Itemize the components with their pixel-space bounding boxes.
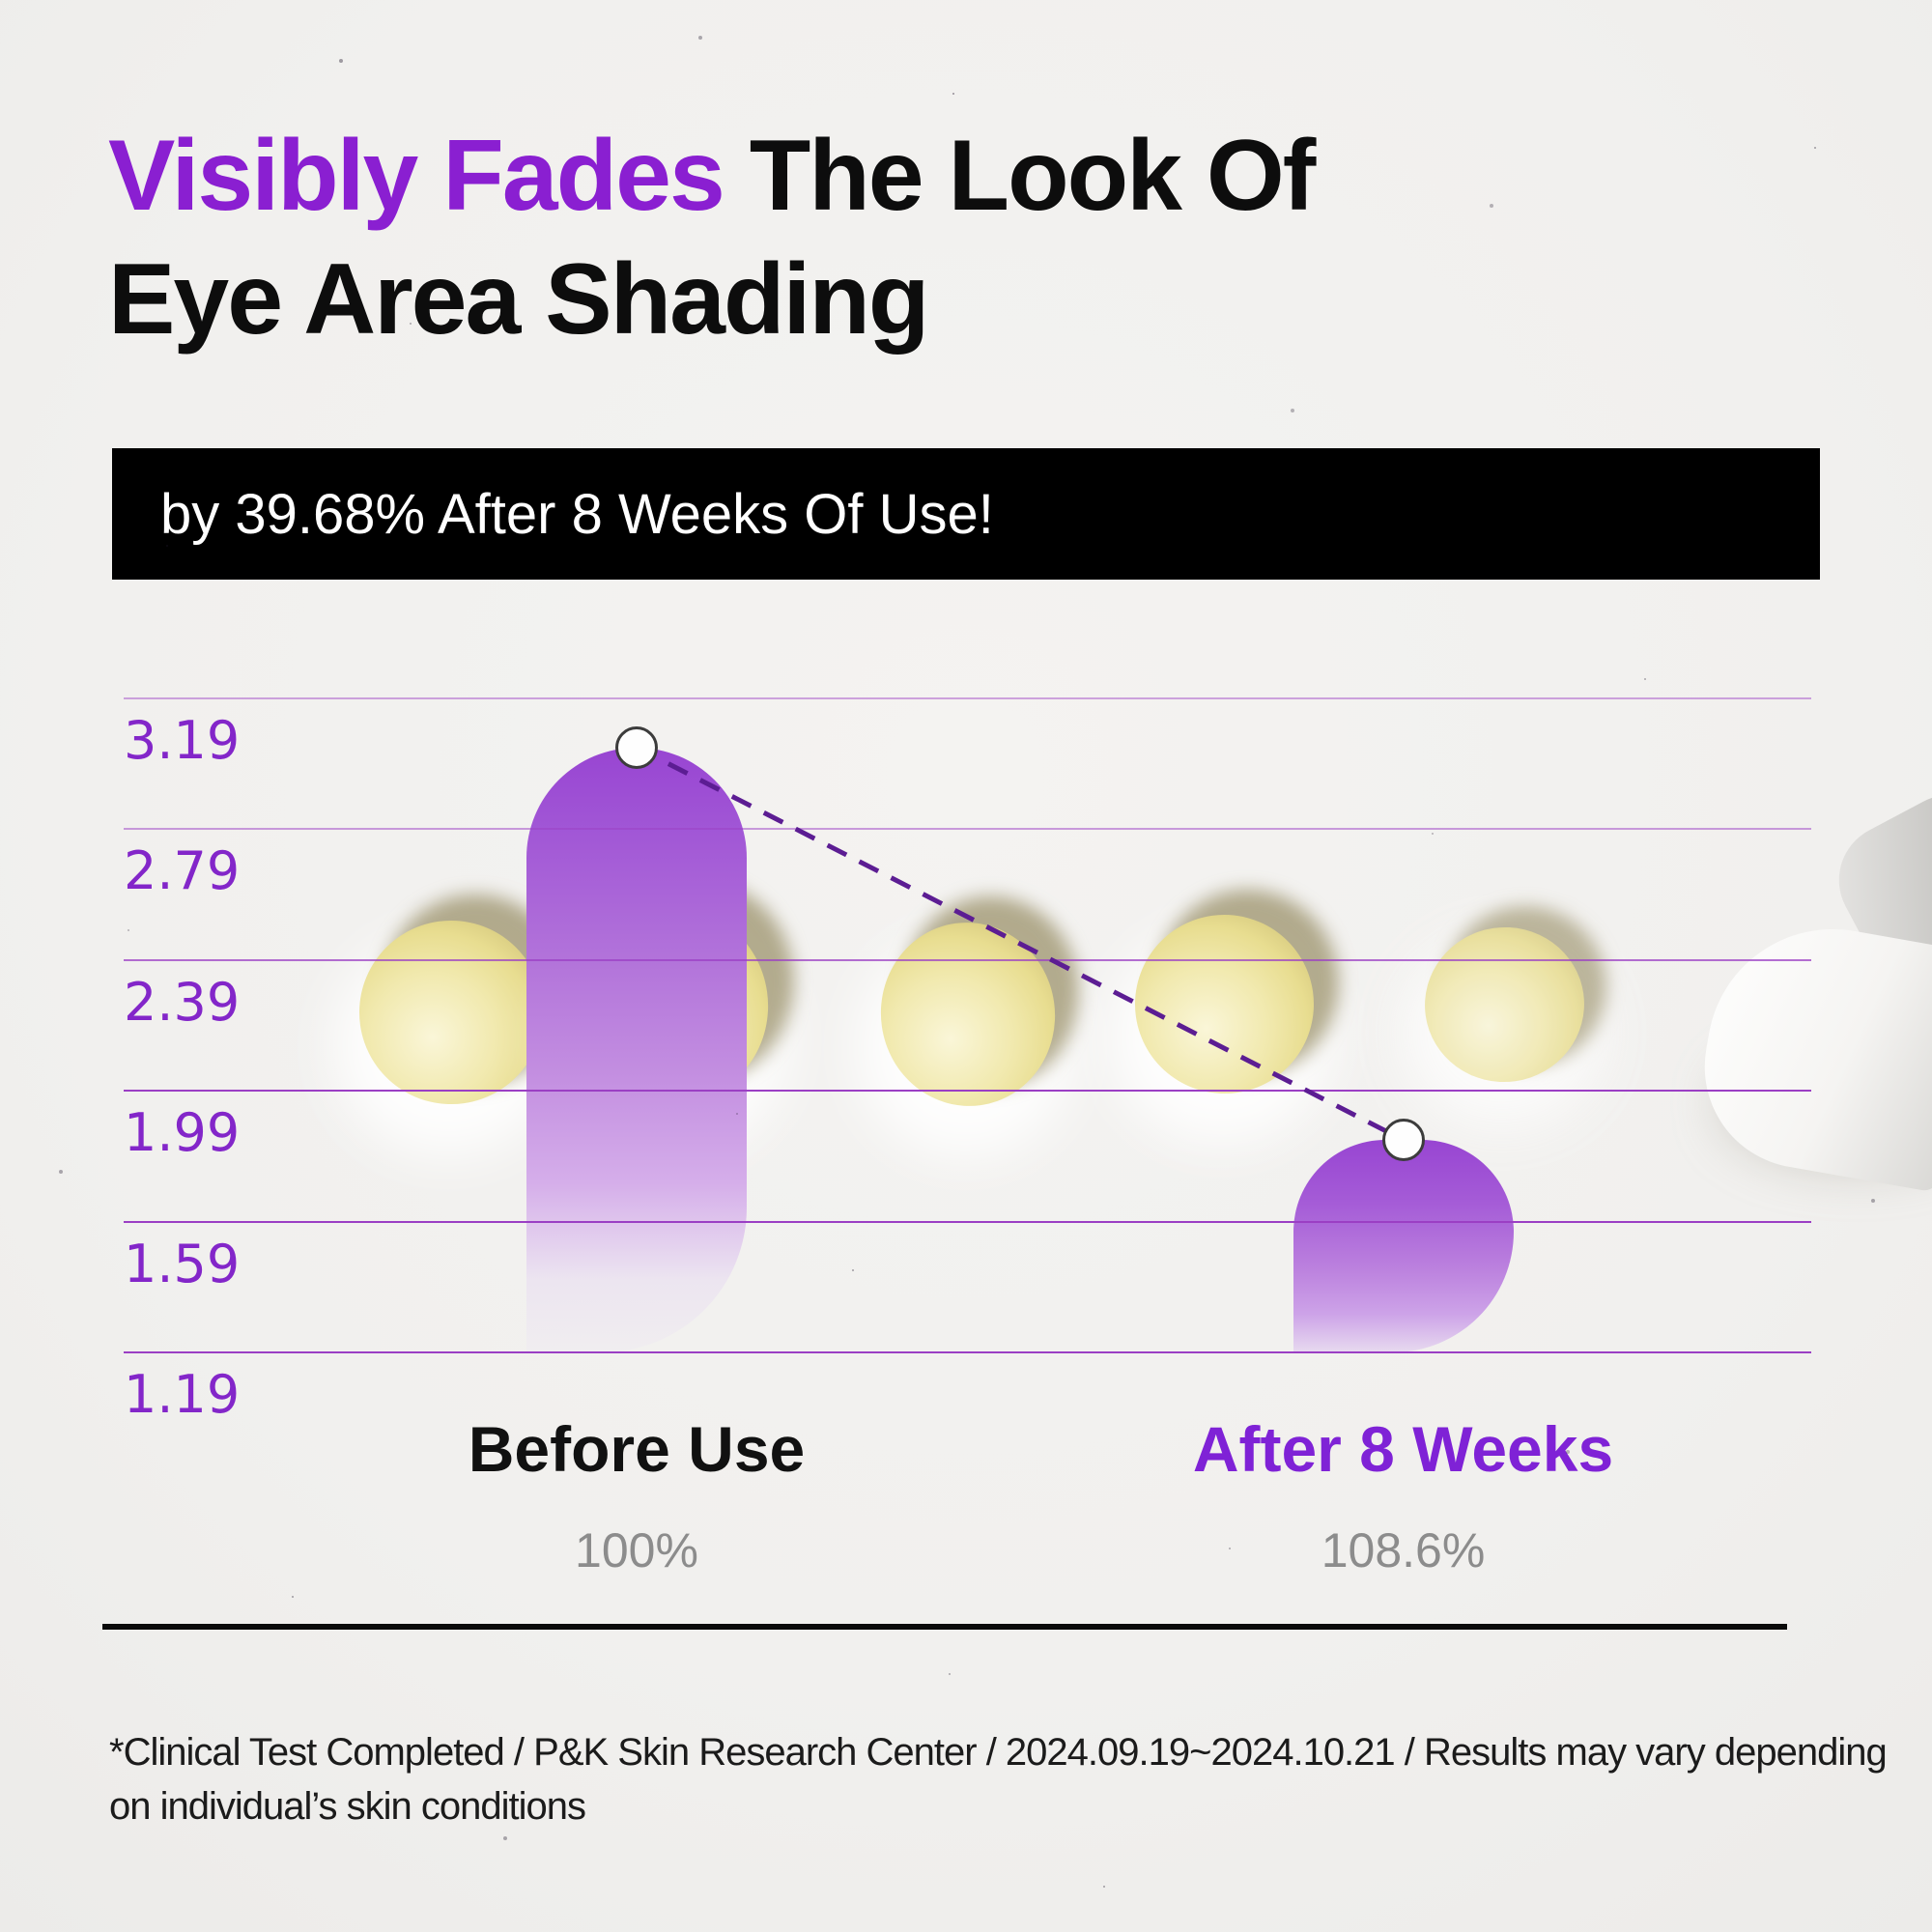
percent-label-after: 108.6% bbox=[1321, 1523, 1486, 1577]
title-rest: The Look Of bbox=[723, 120, 1317, 232]
y-axis-tick-label: 3.19 bbox=[124, 710, 241, 771]
disclaimer-line-1: *Clinical Test Completed / P&K Skin Rese… bbox=[109, 1731, 1888, 1774]
claim-text: by 39.68% After 8 Weeks Of Use! bbox=[160, 482, 994, 546]
claim-banner: by 39.68% After 8 Weeks Of Use! bbox=[112, 448, 1820, 580]
category-label-after-8-weeks: After 8 Weeks bbox=[1192, 1413, 1614, 1485]
gridline bbox=[124, 1090, 1811, 1093]
y-axis-tick-label: 1.19 bbox=[124, 1364, 241, 1425]
gridline bbox=[124, 697, 1811, 699]
title-line-2: Eye Area Shading bbox=[108, 243, 929, 355]
percent-label-before: 100% bbox=[575, 1523, 698, 1577]
title-line-1: Visibly Fades The Look Of bbox=[108, 114, 1317, 238]
gridline bbox=[124, 828, 1811, 831]
data-point-dot-before bbox=[615, 725, 658, 769]
category-label-before-use: Before Use bbox=[468, 1413, 806, 1485]
y-axis-tick-label: 2.79 bbox=[124, 840, 241, 902]
y-axis-tick-label: 1.59 bbox=[124, 1233, 241, 1294]
cushion-pad-photo-5 bbox=[1402, 905, 1607, 1125]
disclaimer-line-2: on individual’s skin conditions bbox=[109, 1785, 586, 1828]
footer-divider bbox=[102, 1624, 1787, 1630]
cushion-pad-photo-4 bbox=[1110, 890, 1339, 1144]
title-highlight: Visibly Fades bbox=[108, 120, 725, 232]
trend-dashed-line bbox=[635, 745, 1405, 1143]
page-title: Visibly Fades The Look Of Eye Area Shadi… bbox=[108, 114, 1317, 361]
y-axis-tick-label: 2.39 bbox=[124, 971, 241, 1033]
bar-before-use bbox=[526, 747, 747, 1352]
gridline bbox=[124, 1351, 1811, 1353]
disclaimer-text: *Clinical Test Completed / P&K Skin Rese… bbox=[109, 1725, 1888, 1833]
y-axis-tick-label: 1.99 bbox=[124, 1102, 241, 1164]
data-point-dot-after bbox=[1381, 1118, 1425, 1161]
gridline bbox=[124, 1220, 1811, 1223]
bar-after-8-weeks bbox=[1293, 1139, 1514, 1352]
gridline bbox=[124, 958, 1811, 961]
cushion-pad-photo-3 bbox=[856, 896, 1080, 1158]
